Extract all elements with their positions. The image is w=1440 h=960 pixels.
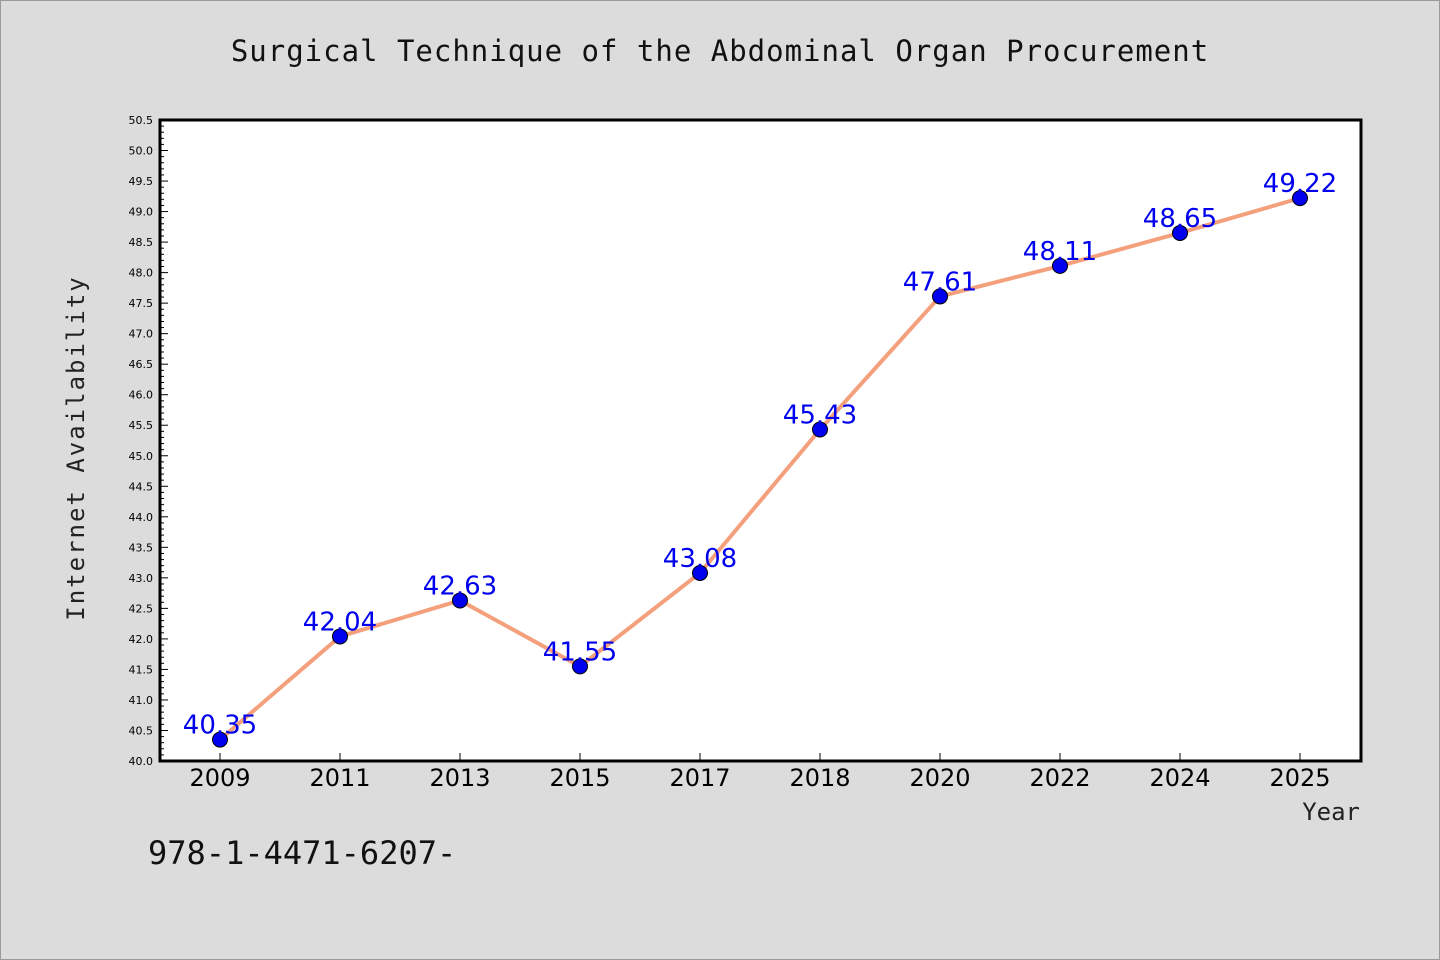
- y-tick-label: 50.5: [129, 114, 154, 127]
- data-point: [572, 658, 588, 675]
- data-label: 47.61: [903, 267, 977, 297]
- data-label: 42.63: [423, 571, 497, 601]
- x-tick-label: 2022: [1029, 764, 1090, 792]
- x-tick-label: 2018: [789, 764, 850, 792]
- data-label: 45.43: [783, 401, 857, 431]
- y-tick-label: 50.0: [129, 145, 154, 158]
- x-tick-label: 2025: [1269, 764, 1330, 792]
- series-polyline: [218, 196, 1301, 742]
- y-tick-label: 44.0: [129, 511, 154, 524]
- y-tick-label: 47.0: [129, 328, 154, 341]
- y-tick-label: 41.5: [129, 663, 154, 676]
- y-tick-label: 43.0: [129, 572, 154, 585]
- series-line: [218, 196, 1301, 742]
- data-point: [332, 628, 348, 645]
- data-label: 48.65: [1143, 204, 1217, 234]
- y-tick-label: 45.0: [129, 450, 154, 463]
- data-label: 42.04: [303, 607, 377, 637]
- x-axis-ticks: 2009 2011 2013 2015 2017 2018 2020 2022 2024 2025: [189, 753, 1331, 792]
- x-tick-label: 2013: [429, 764, 490, 792]
- data-markers: [212, 190, 1308, 748]
- data-point: [1292, 190, 1308, 207]
- data-point: [812, 421, 828, 438]
- y-tick-label: 46.0: [129, 389, 154, 402]
- y-tick-label: 48.0: [129, 267, 154, 280]
- data-label: 40.35: [183, 711, 257, 741]
- data-label: 49.22: [1263, 169, 1337, 199]
- y-tick-label: 47.5: [129, 297, 154, 310]
- data-point: [1052, 257, 1068, 274]
- x-axis-label: Year: [1302, 798, 1360, 826]
- y-tick-label: 49.0: [129, 206, 154, 219]
- y-tick-label: 40.5: [129, 724, 154, 737]
- y-tick-label: 43.5: [129, 541, 154, 554]
- y-tick-label: 45.5: [129, 419, 154, 432]
- y-tick-label: 40.0: [129, 755, 154, 768]
- data-label: 41.55: [543, 637, 617, 667]
- y-tick-label: 44.5: [129, 480, 154, 493]
- y-axis-ticks: 40.0 40.5 41.0 41.5 42.0 42.5 43.0 43.5 44.0 44.5…: [129, 114, 168, 768]
- plot-area: [160, 120, 1361, 761]
- x-tick-label: 2024: [1149, 764, 1210, 792]
- data-label: 48.11: [1023, 237, 1097, 267]
- data-point: [932, 288, 948, 305]
- chart-title: Surgical Technique of the Abdominal Orga…: [230, 34, 1210, 68]
- y-tick-label: 41.0: [129, 694, 154, 707]
- data-labels: 40.35 42.04 42.63 41.55 43.08 45.43 47.61 48.11…: [183, 169, 1337, 740]
- data-point: [452, 592, 468, 609]
- data-point: [1172, 224, 1188, 241]
- x-tick-label: 2011: [309, 764, 370, 792]
- data-point: [212, 731, 228, 748]
- data-point: [692, 564, 708, 581]
- y-tick-label: 49.5: [129, 175, 154, 188]
- y-tick-label: 42.5: [129, 602, 154, 615]
- x-tick-label: 2009: [189, 764, 250, 792]
- y-tick-label: 48.5: [129, 236, 154, 249]
- x-tick-label: 2020: [909, 764, 970, 792]
- plot-border: [158, 118, 1363, 763]
- data-label: 43.08: [663, 544, 737, 574]
- y-tick-label: 42.0: [129, 633, 154, 646]
- x-tick-label: 2017: [669, 764, 730, 792]
- isbn-footer: 978-1-4471-6207-: [148, 834, 457, 872]
- y-tick-label: 46.5: [129, 358, 154, 371]
- x-tick-label: 2015: [549, 764, 610, 792]
